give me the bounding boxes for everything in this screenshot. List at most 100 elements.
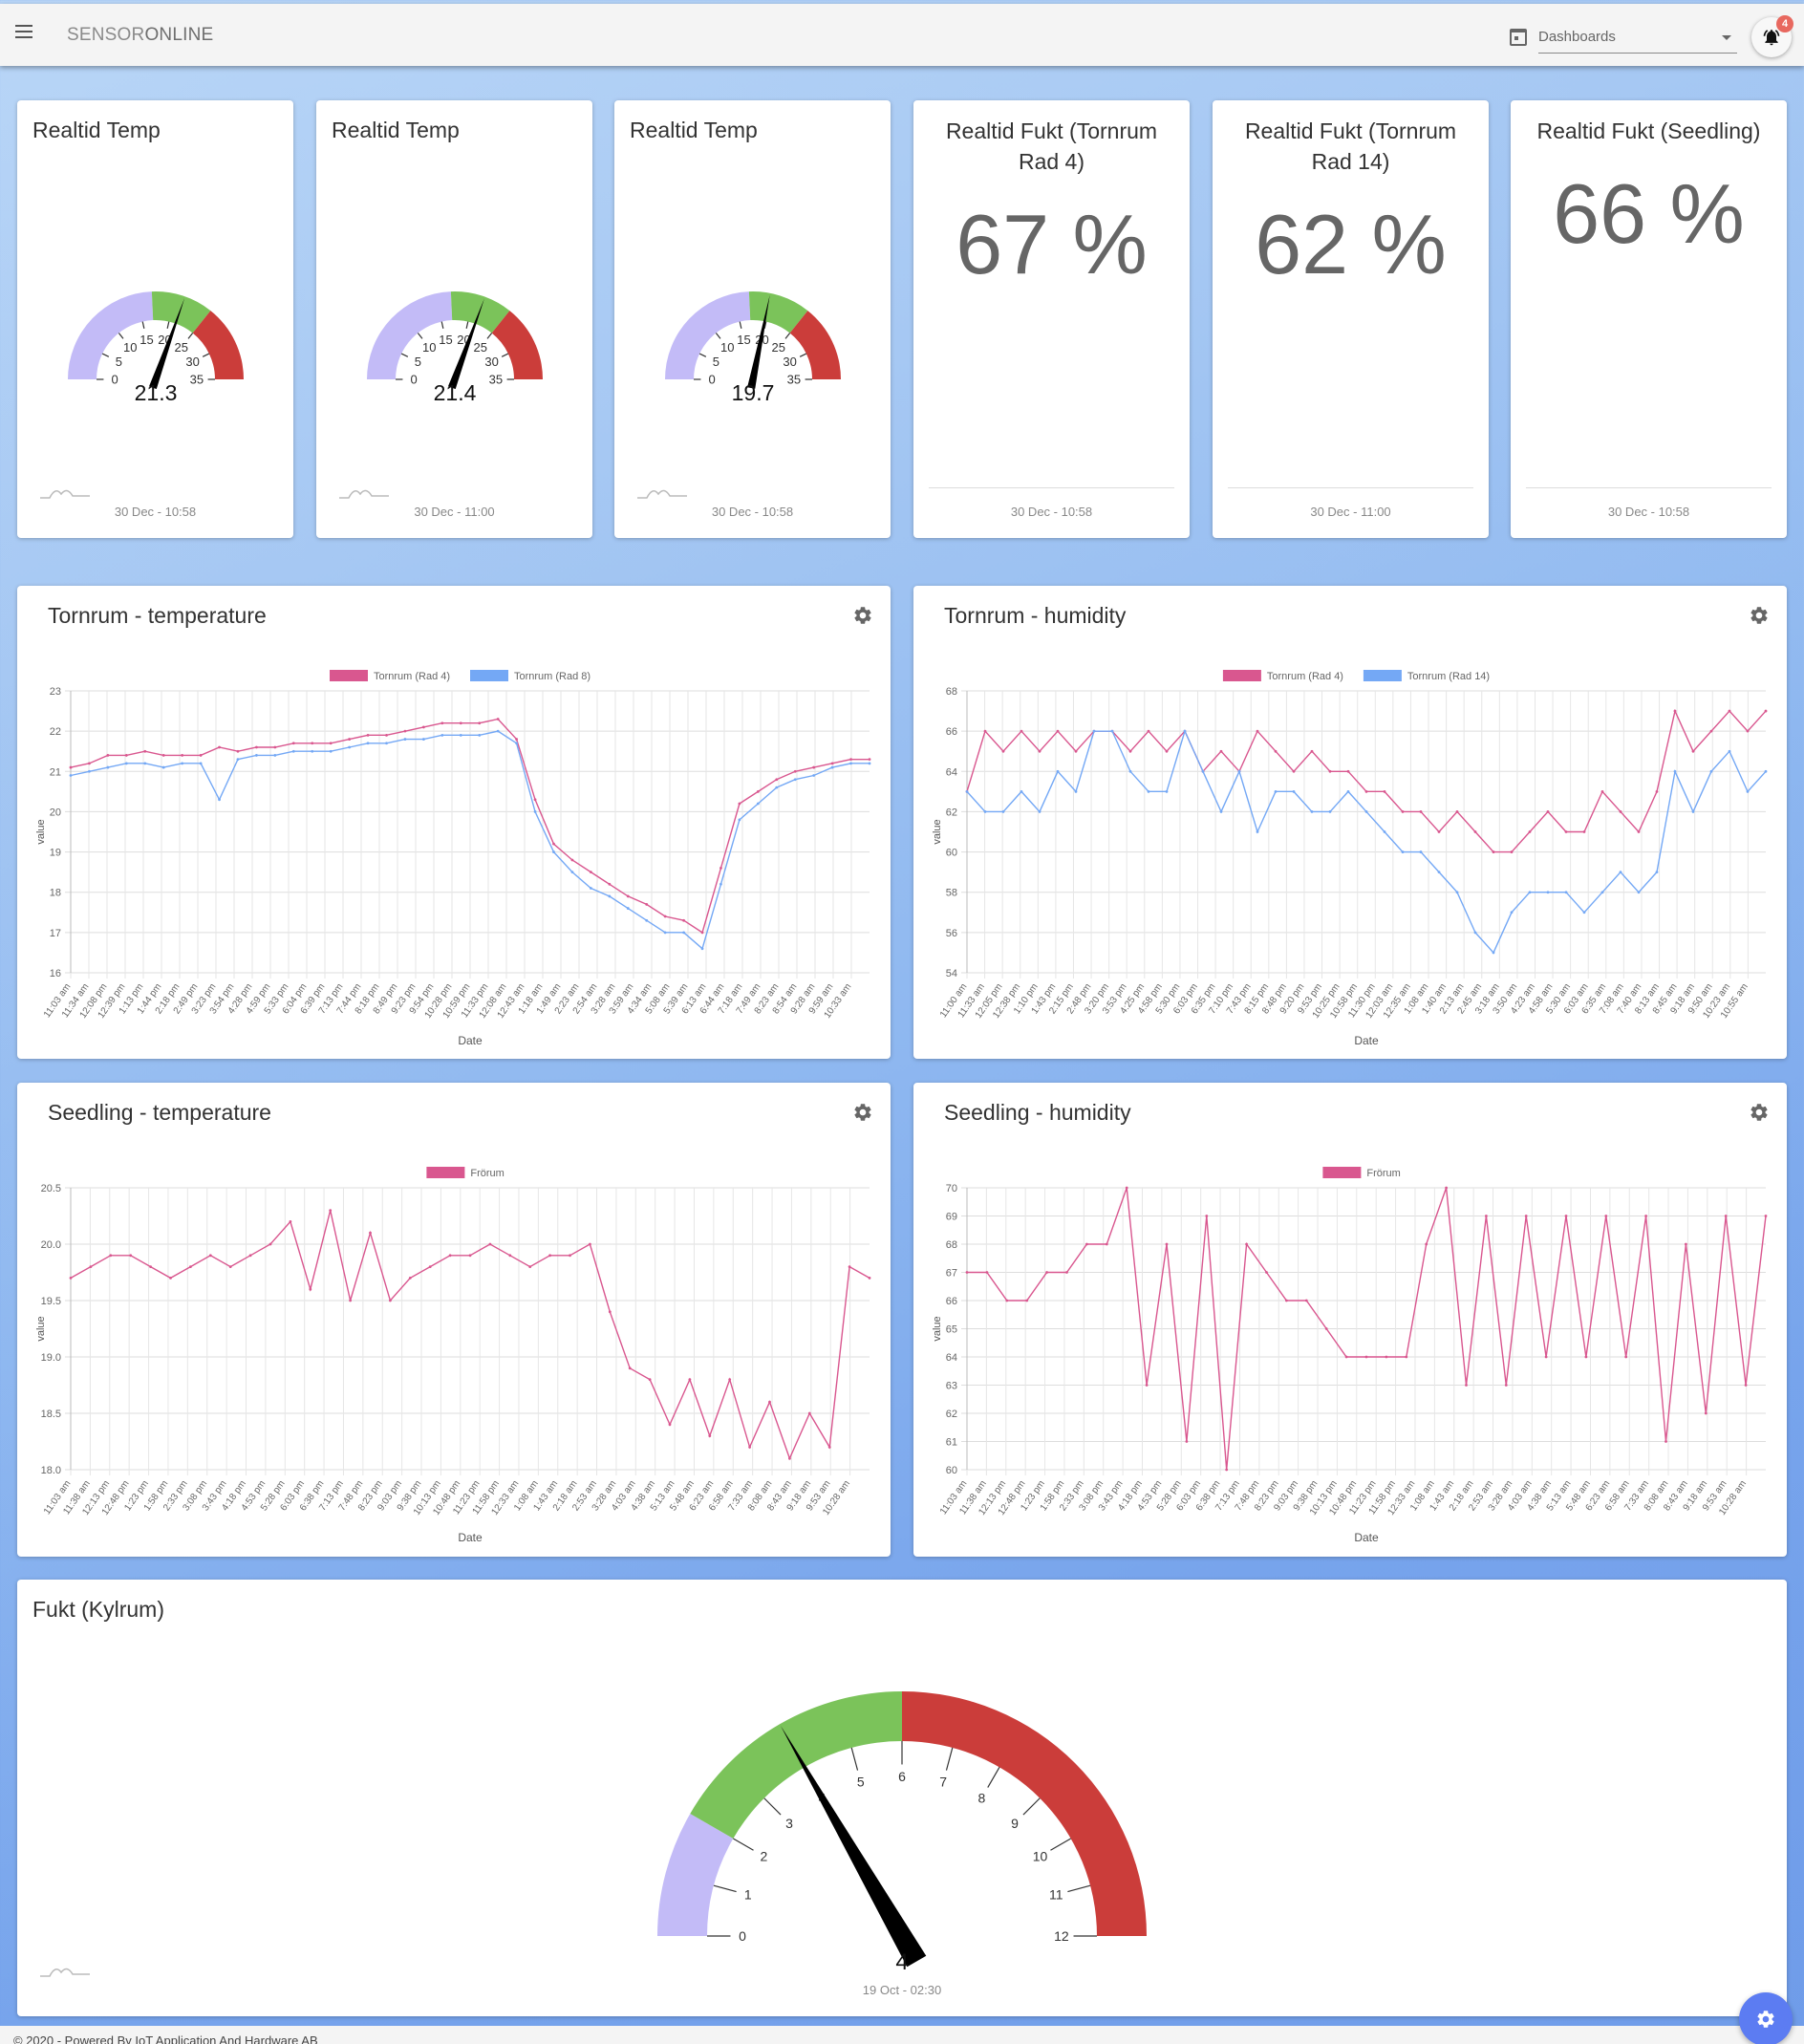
svg-text:30: 30 (484, 355, 498, 369)
svg-text:62: 62 (946, 807, 957, 818)
menu-icon[interactable] (15, 25, 32, 38)
humidity-card-seedling: Realtid Fukt (Seedling) 66 % 30 Dec - 10… (1511, 100, 1787, 538)
notifications-button[interactable]: 4 (1751, 15, 1793, 57)
svg-text:68: 68 (946, 686, 957, 698)
svg-text:Date: Date (1354, 1531, 1379, 1544)
svg-text:value: value (35, 819, 47, 844)
svg-text:20.0: 20.0 (41, 1239, 61, 1251)
line-chart[interactable]: Tornrum (Rad 4) Tornrum (Rad 14) 54 56 58 60 6… (913, 586, 1787, 1059)
svg-text:value: value (932, 819, 943, 844)
svg-text:70: 70 (946, 1183, 957, 1194)
svg-text:10: 10 (422, 340, 436, 355)
last-updated: 30 Dec - 10:58 (114, 505, 197, 519)
humidity-value: 62 % (1255, 197, 1447, 291)
gauge-card-temp-3: Realtid Temp 0510152025303519.7 30 Dec -… (614, 100, 891, 538)
svg-text:25: 25 (771, 340, 784, 355)
sparkline-icon[interactable] (337, 484, 391, 500)
dashboard-select[interactable]: Dashboards (1538, 19, 1737, 54)
svg-text:35: 35 (489, 373, 503, 387)
svg-text:15: 15 (140, 333, 153, 347)
brand-logo: SENSORONLINE (67, 25, 213, 46)
sparkline-icon[interactable] (635, 484, 689, 500)
svg-text:21: 21 (50, 766, 61, 778)
svg-text:10: 10 (720, 340, 734, 355)
svg-text:19.5: 19.5 (41, 1296, 61, 1307)
svg-text:19.0: 19.0 (41, 1352, 61, 1364)
svg-text:17: 17 (50, 928, 61, 939)
svg-text:7: 7 (939, 1775, 947, 1790)
card-title: Fukt (Kylrum) (32, 1597, 164, 1622)
humidity-value: 66 % (1553, 166, 1745, 261)
footer: © 2020 - Powered By IoT Application And … (0, 2026, 1804, 2044)
gear-icon[interactable] (1749, 605, 1770, 626)
svg-text:65: 65 (946, 1324, 957, 1336)
calendar-icon (1510, 29, 1527, 46)
svg-text:60: 60 (946, 1465, 957, 1476)
last-updated: 19 Oct - 02:30 (862, 1983, 942, 1997)
svg-text:19.7: 19.7 (732, 380, 775, 405)
svg-text:16: 16 (50, 968, 61, 979)
svg-text:1: 1 (744, 1887, 752, 1903)
svg-text:15: 15 (737, 333, 750, 347)
humidity-gauge: 01234567891011124 (657, 1691, 1147, 1975)
svg-text:5: 5 (857, 1775, 865, 1790)
svg-text:Tornrum (Rad 4): Tornrum (Rad 4) (374, 671, 450, 682)
sparkline-icon[interactable] (38, 1963, 92, 1978)
notification-badge: 4 (1776, 15, 1793, 32)
gear-icon[interactable] (852, 605, 873, 626)
svg-text:11: 11 (1049, 1887, 1063, 1903)
card-title: Realtid Fukt (Tornrum Rad 4) (945, 118, 1158, 174)
svg-text:Date: Date (458, 1531, 483, 1544)
divider (929, 487, 1174, 488)
svg-text:35: 35 (787, 373, 801, 387)
svg-text:30: 30 (783, 355, 796, 369)
settings-fab-button[interactable] (1739, 1992, 1793, 2044)
svg-text:61: 61 (946, 1437, 957, 1449)
svg-text:22: 22 (50, 726, 61, 738)
sparkline-icon[interactable] (38, 484, 92, 500)
last-updated: 30 Dec - 10:58 (711, 505, 794, 519)
gear-icon[interactable] (852, 1102, 873, 1123)
card-title: Realtid Temp (32, 118, 161, 142)
last-updated: 30 Dec - 10:58 (1607, 505, 1690, 519)
svg-text:15: 15 (439, 333, 452, 347)
svg-text:54: 54 (946, 968, 957, 979)
svg-text:68: 68 (946, 1239, 957, 1251)
svg-text:Date: Date (458, 1034, 483, 1047)
svg-text:62: 62 (946, 1409, 957, 1420)
chart-title: Seedling - temperature (48, 1100, 271, 1125)
chart-card-tornrum-temperature: Tornrum - temperature Tornrum (Rad 4) Tor… (17, 586, 891, 1059)
gauge-card-temp-2: Realtid Temp 0 5 10 15 20 25 30 35 21.4 30 Dec -… (316, 100, 592, 538)
svg-text:66: 66 (946, 1296, 957, 1307)
card-title: Realtid Temp (630, 118, 758, 142)
gear-icon[interactable] (1749, 1102, 1770, 1123)
svg-text:67: 67 (946, 1268, 957, 1280)
svg-text:0: 0 (739, 1928, 746, 1944)
svg-text:18.0: 18.0 (41, 1465, 61, 1476)
chart-card-seedling-temperature: Seedling - temperature Frörum 18.0 18.5 19.… (17, 1083, 891, 1557)
svg-text:8: 8 (978, 1790, 986, 1805)
divider (1228, 487, 1473, 488)
svg-text:23: 23 (50, 686, 61, 698)
svg-text:63: 63 (946, 1381, 957, 1392)
humidity-value: 67 % (956, 197, 1148, 291)
svg-text:5: 5 (116, 355, 122, 369)
gauge-card-kylrum: Fukt (Kylrum) 01234567891011124 19 Oct -… (17, 1580, 1787, 2016)
line-chart[interactable]: Tornrum (Rad 4) Tornrum (Rad 8) 16 17 18 19 20… (17, 586, 891, 1059)
svg-text:5: 5 (415, 355, 421, 369)
svg-text:2: 2 (761, 1848, 768, 1863)
svg-text:20: 20 (50, 807, 61, 818)
svg-text:0: 0 (709, 373, 716, 387)
svg-text:Tornrum (Rad 8): Tornrum (Rad 8) (514, 671, 591, 682)
svg-text:18: 18 (50, 888, 61, 899)
temperature-gauge: 0510152025303519.7 (665, 291, 841, 405)
svg-text:64: 64 (946, 766, 957, 778)
svg-text:Date: Date (1354, 1034, 1379, 1047)
last-updated: 30 Dec - 10:58 (1010, 505, 1093, 519)
svg-text:35: 35 (190, 373, 204, 387)
svg-text:5: 5 (713, 355, 719, 369)
